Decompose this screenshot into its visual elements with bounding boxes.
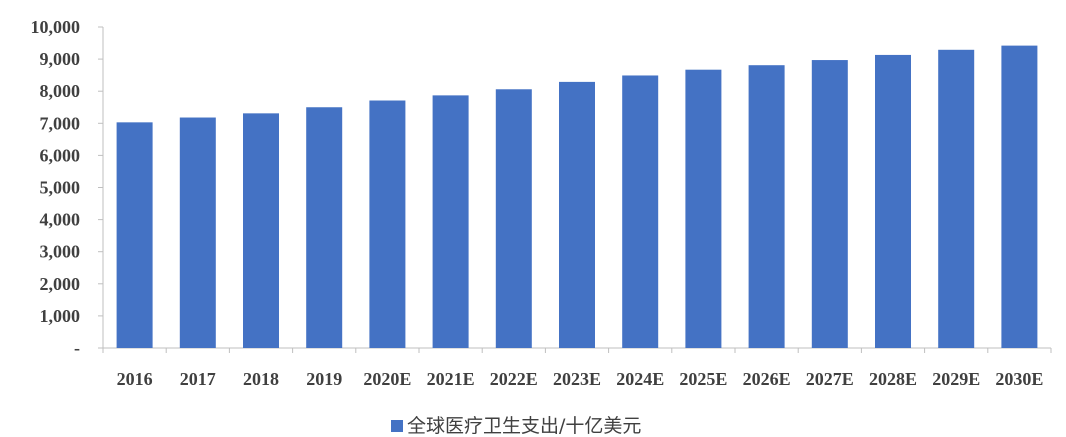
- y-axis: - 1,000 2,000 3,000 4,000 5,000 6,000 7,000 8,00…: [31, 17, 104, 358]
- y-tick-label: 2,000: [40, 274, 81, 294]
- y-tick-label: 5,000: [40, 178, 81, 198]
- x-axis: 2016 2017 2018 2019 2020E 2021E 2022E 2023E 2024…: [102, 347, 1052, 389]
- bar: [116, 122, 153, 348]
- x-tick-label: 2027E: [806, 369, 854, 389]
- y-tick-label: 4,000: [40, 210, 81, 230]
- bar: [622, 75, 659, 348]
- bar: [306, 107, 343, 348]
- y-tick-label: -: [74, 338, 80, 358]
- x-tick-label: 2030E: [995, 369, 1043, 389]
- y-tick-label: 6,000: [40, 145, 81, 165]
- y-tick-label: 3,000: [40, 242, 81, 262]
- bar: [179, 117, 216, 348]
- x-tick-label: 2023E: [553, 369, 601, 389]
- bar: [938, 49, 975, 348]
- x-tick-label: 2017: [180, 369, 216, 389]
- bar: [559, 81, 595, 349]
- x-tick-label: 2029E: [932, 369, 980, 389]
- legend-swatch: [391, 420, 403, 432]
- x-tick-label: 2016: [117, 369, 153, 389]
- x-tick-label: 2028E: [869, 369, 917, 389]
- x-tick-label: 2019: [306, 369, 342, 389]
- x-tick-label: 2024E: [616, 369, 664, 389]
- bars: [116, 45, 1038, 349]
- x-tick-label: 2022E: [490, 369, 538, 389]
- bar: [432, 95, 469, 348]
- bar: [369, 100, 406, 348]
- x-tick-label: 2025E: [679, 369, 727, 389]
- bar: [1001, 45, 1038, 348]
- legend-label: 全球医疗卫生支出/十亿美元: [407, 415, 641, 437]
- y-tick-label: 8,000: [40, 81, 81, 101]
- x-tick-label: 2020E: [363, 369, 411, 389]
- bar: [243, 113, 279, 348]
- bar: [685, 69, 722, 349]
- y-tick-label: 10,000: [31, 17, 81, 37]
- y-tick-label: 1,000: [40, 306, 81, 326]
- bar: [748, 65, 785, 348]
- y-tick-label: 9,000: [40, 49, 81, 69]
- y-tick-label: 7,000: [40, 113, 81, 133]
- bar: [811, 60, 848, 349]
- legend: 全球医疗卫生支出/十亿美元: [391, 415, 641, 437]
- x-tick-label: 2026E: [743, 369, 791, 389]
- bar: [875, 54, 911, 348]
- x-tick-label: 2018: [243, 369, 279, 389]
- x-tick-label: 2021E: [427, 369, 475, 389]
- bar: [495, 89, 532, 349]
